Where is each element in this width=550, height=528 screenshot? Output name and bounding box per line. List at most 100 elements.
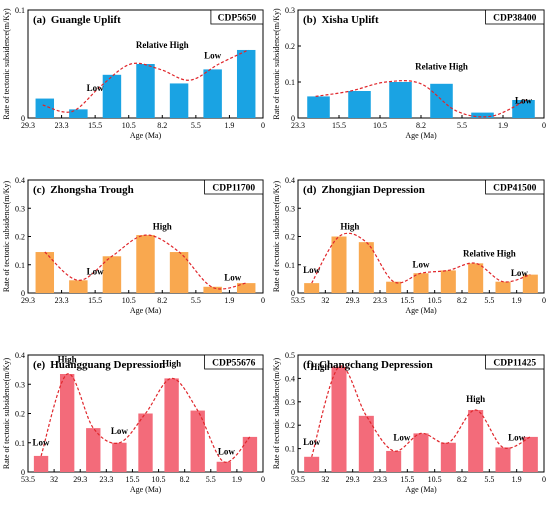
x-tick-label: 1.9: [498, 121, 508, 130]
y-tick-label: 0.4: [15, 351, 25, 360]
bar: [138, 413, 153, 472]
x-tick-label: 0: [542, 475, 546, 484]
x-tick-label: 5.5: [206, 475, 216, 484]
x-tick-label: 10.5: [428, 296, 442, 305]
cdp-box: [204, 354, 264, 370]
y-tick-label: 0: [21, 289, 25, 298]
x-tick-label: 1.9: [224, 121, 234, 130]
y-tick-label: 0.2: [285, 42, 295, 51]
annotation-label: Low: [303, 437, 321, 447]
panel-name: Huangguang Depression: [50, 359, 165, 371]
y-tick-label: 0.3: [285, 204, 295, 213]
x-axis-label: Age (Ma): [130, 131, 162, 140]
bar: [331, 366, 347, 472]
x-tick-label: 29.3: [73, 475, 87, 484]
bar: [136, 64, 155, 118]
x-tick-label: 8.2: [157, 121, 167, 130]
y-axis-label: Rate of tectonic subsidence(m/Ky): [272, 358, 281, 470]
x-tick-label: 15.5: [125, 475, 139, 484]
y-tick-label: 0.4: [285, 176, 295, 185]
cdp-box: [485, 179, 545, 195]
bar: [112, 442, 127, 472]
x-tick-label: 53.5: [21, 475, 35, 484]
bar: [358, 242, 374, 293]
y-axis-label: Rate of tectonic subsidence(m/Ky): [2, 358, 11, 470]
x-tick-label: 10.5: [122, 121, 136, 130]
x-tick-label: 23.3: [373, 296, 387, 305]
panel-letter: (f): [303, 359, 314, 371]
annotation-label: High: [58, 354, 77, 364]
bar: [495, 447, 511, 472]
x-tick-label: 8.2: [416, 121, 426, 130]
bar: [522, 436, 538, 472]
bar: [495, 281, 511, 293]
bar: [33, 455, 49, 472]
panel-letter: (b): [303, 14, 317, 26]
x-tick-label: 0: [261, 475, 265, 484]
x-tick-label: 8.2: [180, 475, 190, 484]
annotation-label: High: [340, 221, 359, 231]
trend-line: [311, 232, 531, 284]
bar: [190, 410, 205, 472]
y-tick-label: 0.4: [15, 176, 25, 185]
panel-letter: (e): [33, 359, 46, 371]
chart-panel-a: 0 0.1 29.3 23.3 15.5 10.5 8.2 5.5 1.9 0 Low Relativ…: [2, 6, 265, 140]
x-tick-label: 5.5: [191, 296, 201, 305]
annotation-label: High: [466, 394, 485, 404]
bar: [35, 98, 55, 118]
x-axis-label: Age (Ma): [130, 306, 162, 315]
x-tick-label: 10.5: [152, 475, 166, 484]
annotation-label: Low: [224, 272, 242, 282]
y-tick-label: 0.2: [15, 410, 25, 419]
bar: [304, 283, 320, 293]
annotation-label: High: [162, 359, 181, 369]
panel-name: Zhongsha Trough: [50, 184, 133, 196]
bar: [440, 442, 456, 472]
annotation-label: Low: [412, 260, 430, 270]
cdp-label: CDP55676: [212, 359, 256, 369]
bar: [413, 433, 429, 472]
cdp-box: [204, 179, 264, 195]
panel-letter: (a): [33, 14, 46, 26]
x-tick-label: 8.2: [157, 296, 167, 305]
y-axis-label: Rate of tectonic subsidence(m/Ky): [2, 181, 11, 293]
annotation-label: Low: [204, 51, 222, 61]
x-tick-label: 32: [321, 296, 329, 305]
x-tick-label: 10.5: [122, 296, 136, 305]
chart-panel-b: 0 0.1 0.2 0.3 23.3 15.5 10.5 8.2 5.5 1.9 0 Relative…: [272, 6, 546, 140]
panel-name: Guangle Uplift: [51, 14, 121, 26]
panel-title: (f) Changchang Depression: [303, 359, 433, 371]
y-tick-label: 0.3: [15, 204, 25, 213]
x-tick-label: 15.5: [400, 475, 414, 484]
panel-title: (e) Huangguang Depression: [33, 359, 165, 371]
x-tick-label: 53.5: [291, 475, 305, 484]
bar: [331, 236, 347, 293]
x-tick-label: 15.5: [400, 296, 414, 305]
bar: [522, 274, 538, 293]
bar: [413, 273, 429, 293]
bar: [136, 235, 155, 293]
annotation-label: Low: [111, 426, 129, 436]
trend-line: [44, 234, 247, 290]
x-tick-label: 10.5: [373, 121, 387, 130]
x-tick-label: 15.5: [332, 121, 346, 130]
annotation-label: Relative High: [415, 61, 468, 71]
panel-title: (a) Guangle Uplift: [33, 14, 121, 26]
bar: [35, 252, 55, 293]
bar: [468, 263, 484, 293]
bar: [386, 281, 402, 293]
x-tick-label: 23.3: [55, 121, 69, 130]
x-tick-label: 5.5: [457, 121, 467, 130]
x-tick-label: 23.3: [55, 296, 69, 305]
y-tick-label: 0.1: [285, 261, 295, 270]
y-tick-label: 0.2: [15, 233, 25, 242]
bar: [358, 415, 374, 472]
y-axis-label: Rate of tectonic subsidence(m/Ky): [272, 8, 281, 120]
annotation-label: Low: [303, 265, 321, 275]
panel-letter: (c): [33, 184, 46, 196]
chart-panel-f: 0 0.1 0.2 0.3 0.4 0.5 53.5 32 29.3 23.3 15.5 10.5 8.…: [272, 351, 546, 494]
trend-line: [40, 373, 251, 463]
y-tick-label: 0.2: [285, 233, 295, 242]
annotation-label: Relative High: [136, 40, 189, 50]
